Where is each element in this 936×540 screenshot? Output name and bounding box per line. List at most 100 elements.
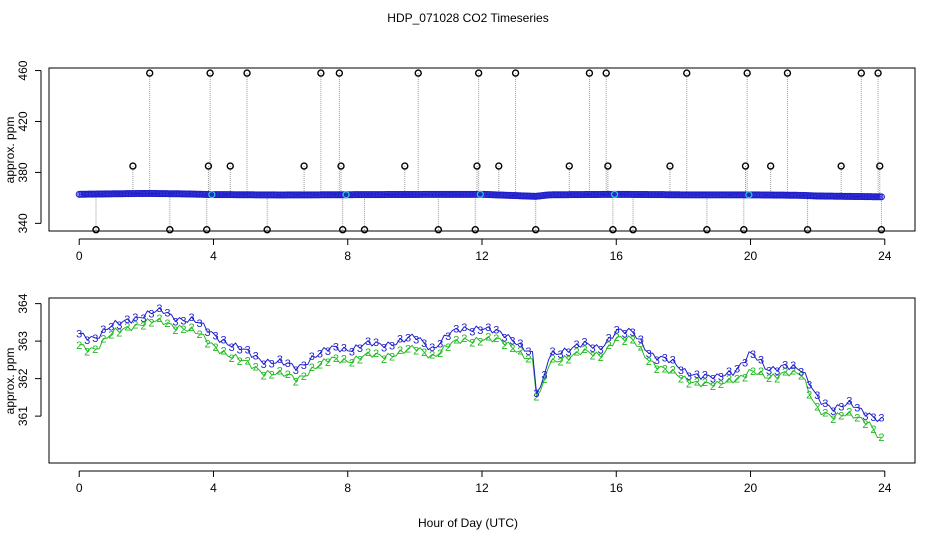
series-2-marker: 2 bbox=[622, 336, 628, 348]
series-2-marker: 2 bbox=[814, 401, 820, 413]
series-2-marker: 2 bbox=[870, 424, 876, 436]
series-3-marker: 3 bbox=[630, 327, 636, 339]
series-3-marker: 3 bbox=[566, 347, 572, 359]
series-3-marker: 3 bbox=[549, 346, 555, 358]
series-2-marker: 2 bbox=[549, 354, 555, 366]
series-3-marker: 3 bbox=[164, 308, 170, 320]
series-3-marker: 3 bbox=[437, 338, 443, 350]
top-y-tick-label: 380 bbox=[16, 162, 30, 182]
series-2-marker: 2 bbox=[606, 340, 612, 352]
series-3-marker: 3 bbox=[694, 369, 700, 381]
series-2-marker: 2 bbox=[517, 346, 523, 358]
series-2-marker: 2 bbox=[734, 373, 740, 385]
series-3-marker: 3 bbox=[750, 349, 756, 361]
series-2-marker: 2 bbox=[710, 381, 716, 393]
series-2-marker: 2 bbox=[830, 414, 836, 426]
bottom-y-axis-label: approx. ppm bbox=[3, 348, 17, 415]
outlier-point bbox=[471, 226, 479, 234]
series-3-marker: 3 bbox=[205, 327, 211, 339]
bottom-x-tick-label: 0 bbox=[76, 481, 83, 495]
series-3-marker: 3 bbox=[365, 336, 371, 348]
series-2-marker: 2 bbox=[213, 342, 219, 354]
series-2-marker: 2 bbox=[293, 376, 299, 388]
series-2-marker: 2 bbox=[798, 371, 804, 383]
chart-title: HDP_071028 CO2 Timeseries bbox=[387, 11, 548, 25]
series-3-marker: 3 bbox=[878, 413, 884, 425]
series-2-marker: 2 bbox=[205, 338, 211, 350]
series-3-marker: 3 bbox=[421, 338, 427, 350]
series-2-marker: 2 bbox=[229, 353, 235, 365]
outlier-point bbox=[602, 69, 610, 77]
series-2-marker: 2 bbox=[381, 354, 387, 366]
series-2-marker: 2 bbox=[525, 353, 531, 365]
series-3-marker: 3 bbox=[100, 324, 106, 336]
series-2-marker: 2 bbox=[196, 329, 202, 341]
series-3-marker: 3 bbox=[846, 396, 852, 408]
outlier-point bbox=[565, 162, 573, 170]
series-2-marker: 2 bbox=[557, 356, 563, 368]
series-3-marker: 3 bbox=[606, 333, 612, 345]
top-y-tick-label: 460 bbox=[16, 60, 30, 80]
outlier-point bbox=[166, 226, 174, 234]
series-3-marker: 3 bbox=[670, 355, 676, 367]
bottom-plot-frame bbox=[48, 297, 916, 464]
outlier-point bbox=[92, 226, 100, 234]
series-3-marker: 3 bbox=[397, 334, 403, 346]
series-3-marker: 3 bbox=[341, 342, 347, 354]
series-2-marker: 2 bbox=[574, 347, 580, 359]
series-3-marker: 3 bbox=[493, 325, 499, 337]
bottom-x-tick-label: 24 bbox=[878, 481, 892, 495]
outlier-point bbox=[474, 69, 483, 77]
outlier-point bbox=[666, 162, 674, 170]
series-3-marker: 3 bbox=[180, 316, 186, 328]
series-3-marker: 3 bbox=[662, 352, 668, 364]
series-2-marker: 2 bbox=[461, 333, 467, 345]
top-x-tick-label: 24 bbox=[878, 249, 892, 263]
series-3-marker: 3 bbox=[726, 366, 732, 378]
series-3-marker: 3 bbox=[156, 303, 162, 315]
series-2-marker: 2 bbox=[686, 378, 692, 390]
series-2-marker: 2 bbox=[156, 313, 162, 325]
outlier-point bbox=[145, 69, 154, 77]
series-2-marker: 2 bbox=[373, 348, 379, 360]
baseline-point bbox=[877, 193, 885, 201]
series-2-marker: 2 bbox=[365, 347, 371, 359]
series-3-marker: 3 bbox=[453, 323, 459, 335]
series-2-marker: 2 bbox=[333, 353, 339, 365]
series-2-marker: 2 bbox=[790, 365, 796, 377]
series-3-marker: 3 bbox=[172, 316, 178, 328]
series-3-marker: 3 bbox=[678, 365, 684, 377]
top-y-tick-label: 340 bbox=[16, 213, 30, 233]
outlier-point bbox=[243, 69, 251, 77]
series-2-marker: 2 bbox=[325, 357, 331, 369]
series-2-marker: 2 bbox=[413, 345, 419, 357]
series-3-marker: 3 bbox=[574, 339, 580, 351]
outlier-point bbox=[511, 69, 520, 77]
series-3-marker: 3 bbox=[477, 325, 483, 337]
series-2-marker: 2 bbox=[437, 348, 443, 360]
outlier-point bbox=[741, 162, 750, 170]
outlier-point bbox=[604, 162, 612, 170]
bottom-y-tick-label: 362 bbox=[16, 368, 30, 388]
top-plot-marks bbox=[75, 69, 886, 234]
series-3-marker: 3 bbox=[333, 342, 339, 354]
series-2-marker: 2 bbox=[509, 343, 515, 355]
series-3-marker: 3 bbox=[389, 340, 395, 352]
series-3-marker: 3 bbox=[269, 358, 275, 370]
outlier-point bbox=[263, 226, 271, 234]
series-2-marker: 2 bbox=[477, 336, 483, 348]
series-3-marker: 3 bbox=[590, 343, 596, 355]
series-3-marker: 3 bbox=[525, 346, 531, 358]
series-2-marker: 2 bbox=[726, 373, 732, 385]
series-2-marker: 2 bbox=[277, 365, 283, 377]
series-3-marker: 3 bbox=[301, 360, 307, 372]
outlier-point bbox=[129, 162, 137, 170]
series-2-marker: 2 bbox=[854, 412, 860, 424]
series-3-marker: 3 bbox=[317, 348, 323, 360]
series-3-marker: 3 bbox=[790, 360, 796, 372]
series-3-marker: 3 bbox=[686, 371, 692, 383]
outlier-point bbox=[877, 226, 886, 234]
series-2-marker: 2 bbox=[429, 349, 435, 361]
series-3-marker: 3 bbox=[582, 336, 588, 348]
